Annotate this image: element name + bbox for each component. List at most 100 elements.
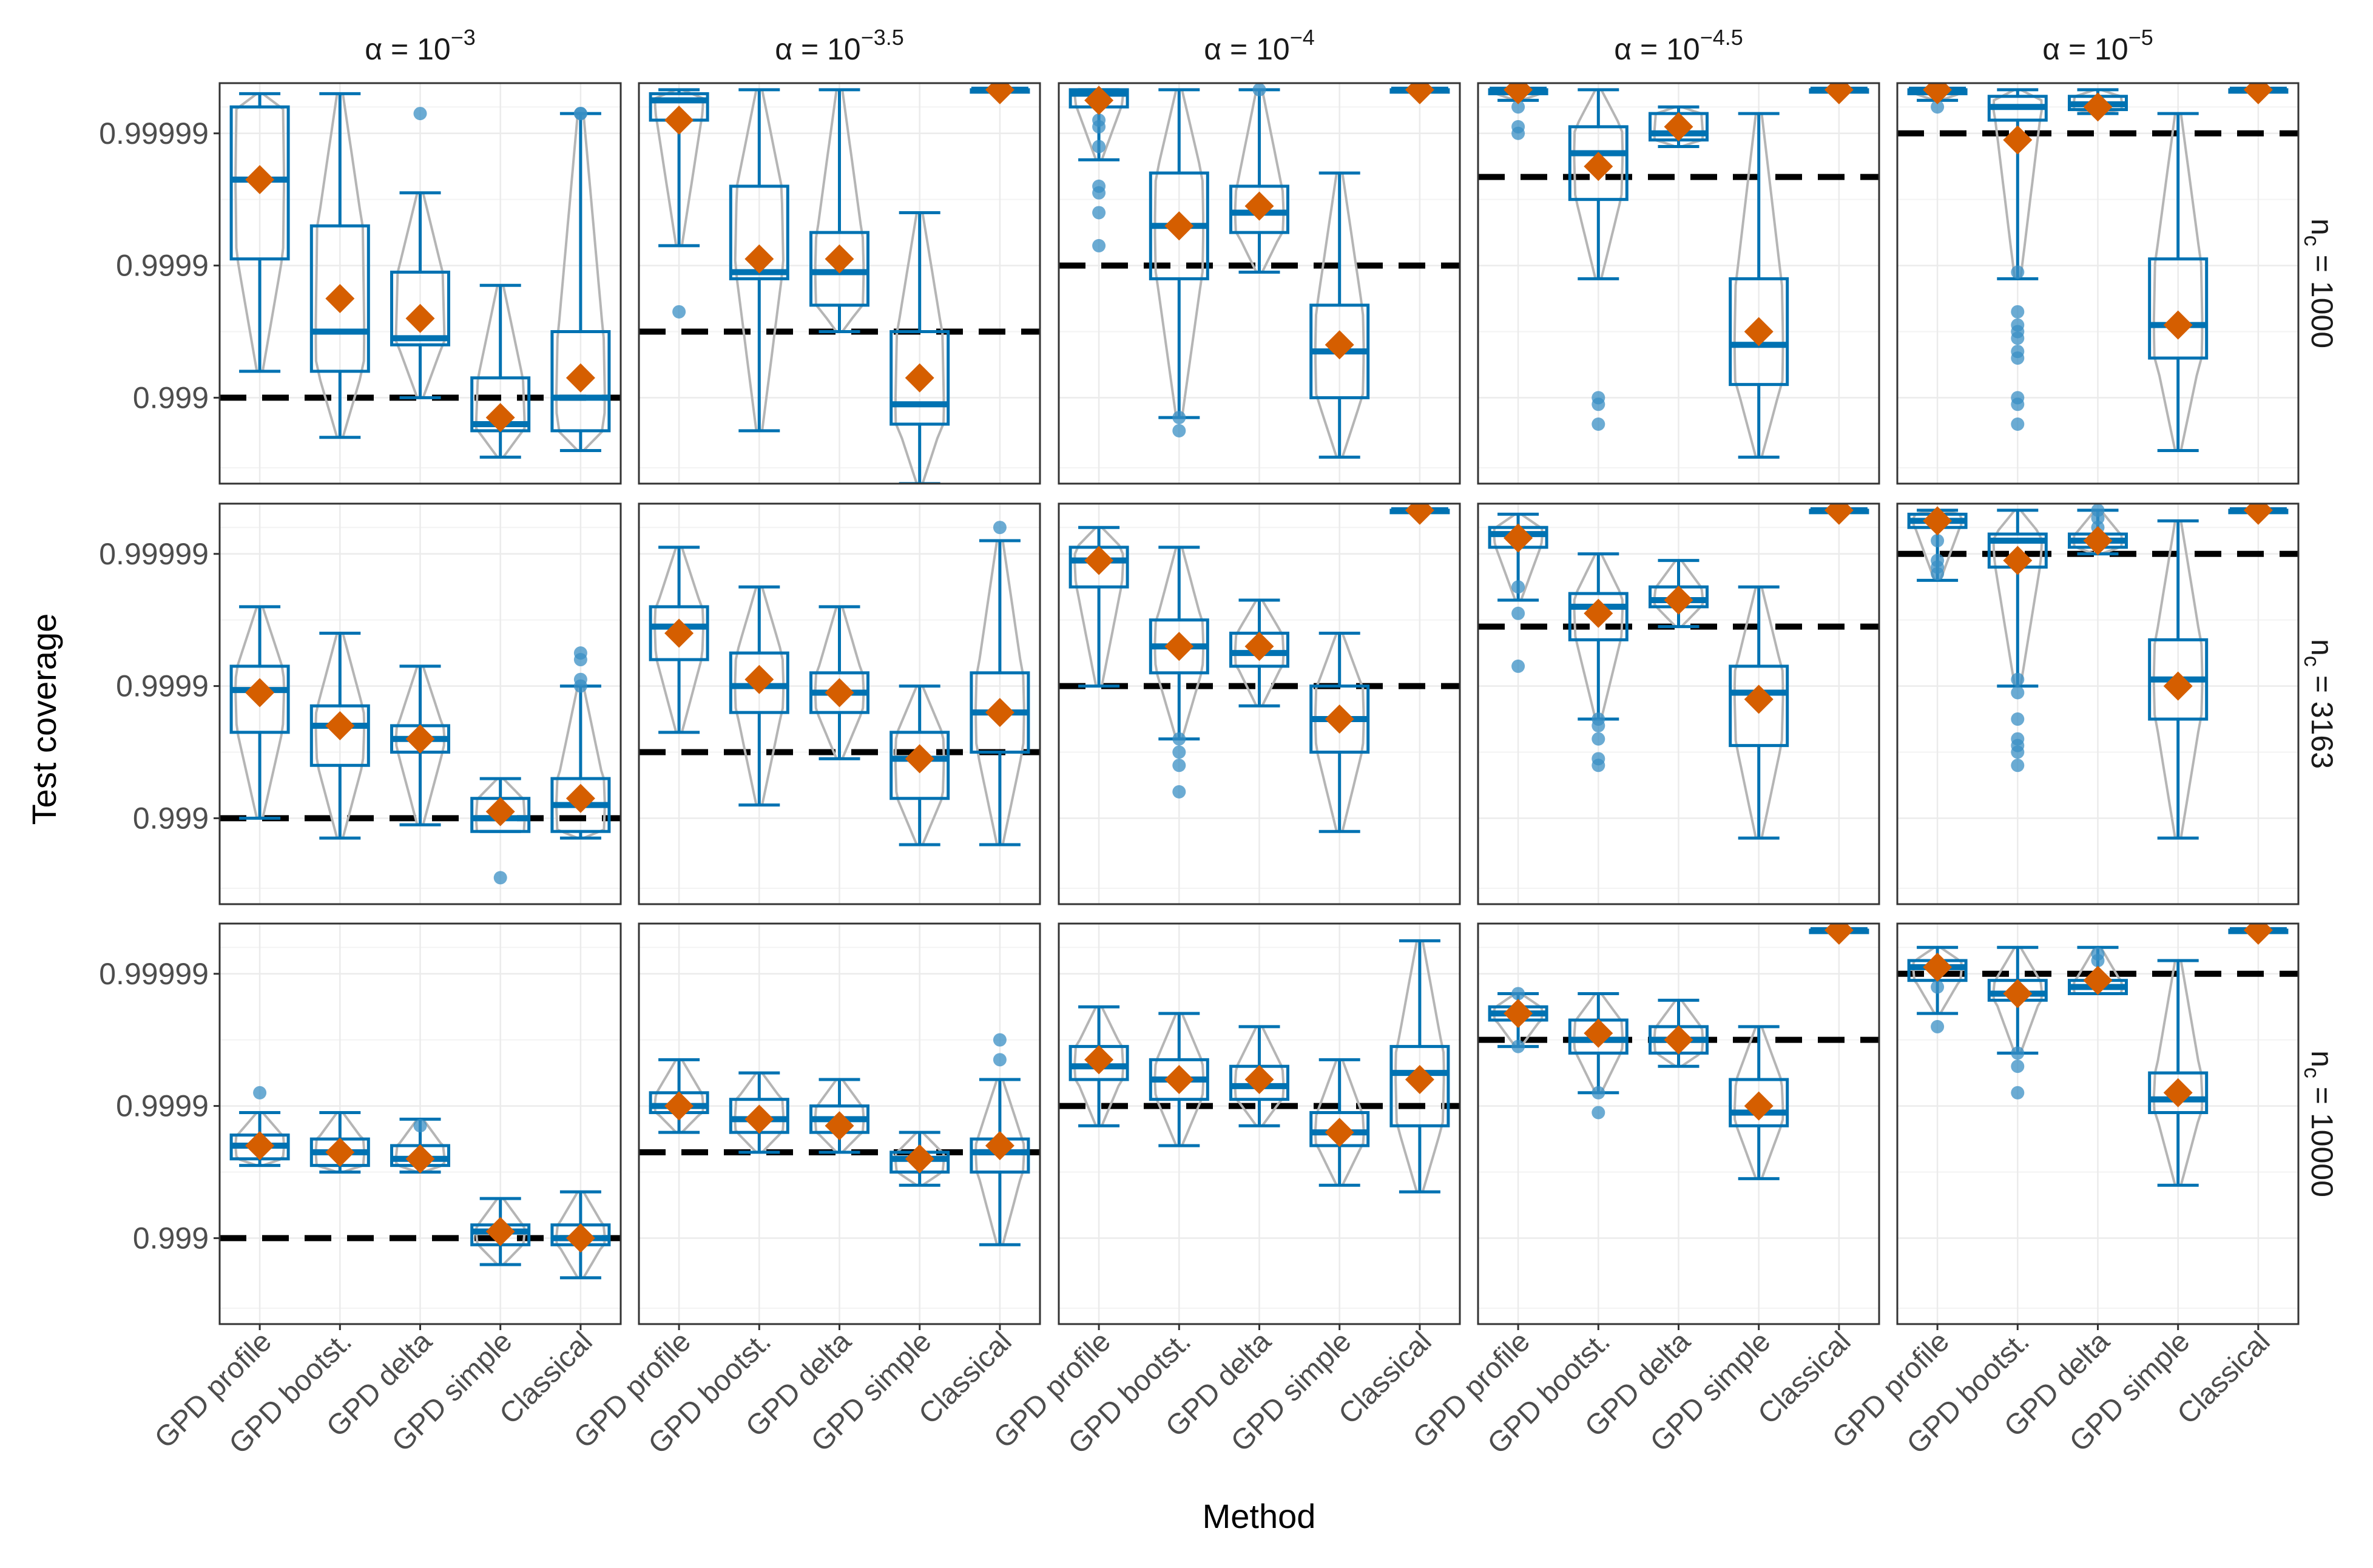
outlier-point: [1511, 126, 1525, 140]
panel-border: [638, 82, 1041, 485]
method-classical-group: [2228, 504, 2289, 525]
method-gpd-delta-group: [1229, 1025, 1289, 1127]
method-gpd-profile-group: [649, 546, 709, 734]
outlier-point: [1931, 1019, 1945, 1033]
y-tick-label: 0.999: [133, 1221, 209, 1255]
method-gpd-delta-group: [2068, 945, 2128, 995]
panel-r1-c1: [218, 82, 622, 485]
method-gpd-profile-group: [1068, 86, 1129, 252]
column-facet-label: α = 10−3.5: [775, 25, 904, 66]
method-gpd-profile-group: [1068, 1005, 1129, 1127]
mean-diamond: [664, 1091, 694, 1121]
panels-layer: [218, 82, 2300, 1325]
mean-diamond: [2083, 965, 2113, 995]
mean-diamond: [405, 303, 435, 333]
facet-alpha-base: α = 10: [775, 32, 861, 66]
mean-diamond: [744, 244, 774, 274]
outlier-point: [413, 107, 427, 121]
facet-alpha-exponent: −3.5: [861, 25, 904, 50]
method-gpd-bootst--group: [1149, 546, 1209, 799]
facet-alpha-base: α = 10: [1204, 32, 1290, 66]
outlier-point: [413, 1119, 427, 1133]
outlier-point: [573, 679, 587, 693]
y-tick-label: 0.999: [133, 801, 209, 835]
method-gpd-bootst--group: [1149, 88, 1209, 438]
method-gpd-bootst--group: [729, 1071, 789, 1154]
outlier-point: [1092, 140, 1106, 154]
method-gpd-delta-group: [2068, 504, 2128, 556]
panel-marks: [220, 605, 621, 885]
method-gpd-simple-group: [889, 1130, 950, 1187]
outlier-point: [1511, 1039, 1525, 1053]
method-gpd-bootst--group: [729, 585, 789, 807]
method-classical-group: [1389, 939, 1450, 1194]
mean-diamond: [905, 363, 934, 393]
mean-diamond: [985, 698, 1014, 728]
outlier-point: [1252, 83, 1266, 96]
mean-diamond: [825, 678, 854, 708]
outlier-point: [1931, 100, 1945, 114]
mean-diamond: [1164, 632, 1194, 661]
column-facet-label: α = 10−3: [365, 25, 476, 66]
outlier-point: [1511, 987, 1525, 1001]
mean-diamond: [485, 1217, 515, 1246]
mean-diamond: [1084, 546, 1114, 575]
mean-diamond: [1824, 83, 1854, 104]
outlier-point: [1511, 100, 1525, 114]
iqr-box: [390, 270, 450, 346]
y-tick-label: 0.9999: [116, 249, 209, 283]
panel-marks: [1059, 939, 1460, 1194]
method-gpd-simple-group: [470, 283, 531, 459]
outlier-point: [2011, 305, 2025, 319]
method-gpd-delta-group: [1229, 83, 1289, 274]
mean-diamond: [664, 618, 694, 648]
outlier-point: [993, 1033, 1007, 1047]
outlier-point: [1172, 732, 1186, 746]
mean-diamond: [1824, 504, 1854, 525]
panel-border: [1058, 502, 1461, 905]
iqr-box: [229, 664, 290, 734]
mean-diamond: [1664, 112, 1693, 141]
iqr-box: [1729, 664, 1789, 748]
panel-r3-c2: [638, 922, 1041, 1325]
panel-r1-c2: [638, 82, 1041, 485]
method-classical-group: [2228, 924, 2289, 945]
facet-alpha-exponent: −4: [1290, 25, 1315, 50]
mean-diamond: [2083, 92, 2113, 122]
mean-diamond: [985, 1130, 1014, 1160]
mean-diamond: [1584, 1018, 1613, 1048]
mean-diamond: [1664, 1025, 1693, 1055]
method-gpd-profile-group: [229, 92, 290, 373]
mean-diamond: [485, 797, 515, 826]
iqr-box: [729, 651, 789, 714]
outlier-point: [2091, 953, 2105, 967]
method-gpd-simple-group: [1309, 631, 1370, 833]
outlier-point: [1092, 238, 1106, 252]
outlier-point: [2011, 672, 2025, 686]
method-gpd-bootst--group: [1568, 552, 1629, 772]
panel-r1-c4: [1477, 82, 1880, 485]
panel-border: [1477, 82, 1880, 485]
iqr-box: [2148, 1071, 2209, 1114]
mean-diamond: [2243, 83, 2273, 104]
panel-r3-c5: [1896, 922, 2300, 1325]
method-gpd-bootst--group: [309, 1110, 370, 1174]
method-gpd-bootst--group: [1568, 88, 1629, 431]
mean-diamond: [245, 1130, 275, 1160]
mean-diamond: [1923, 83, 1953, 104]
mean-diamond: [1405, 83, 1434, 104]
mean-diamond: [1584, 598, 1613, 628]
iqr-box: [550, 330, 611, 433]
outlier-point: [573, 107, 587, 121]
method-classical-group: [1809, 83, 1869, 104]
method-classical-group: [550, 107, 611, 453]
outlier-point: [493, 871, 507, 885]
mean-diamond: [2163, 310, 2193, 340]
method-classical-group: [550, 646, 611, 840]
outlier-point: [2011, 686, 2025, 700]
method-gpd-simple-group: [1729, 585, 1789, 840]
panel-r1-c5: [1896, 82, 2300, 485]
panel-r2-c4: [1477, 502, 1880, 905]
method-gpd-profile-group: [229, 605, 290, 820]
